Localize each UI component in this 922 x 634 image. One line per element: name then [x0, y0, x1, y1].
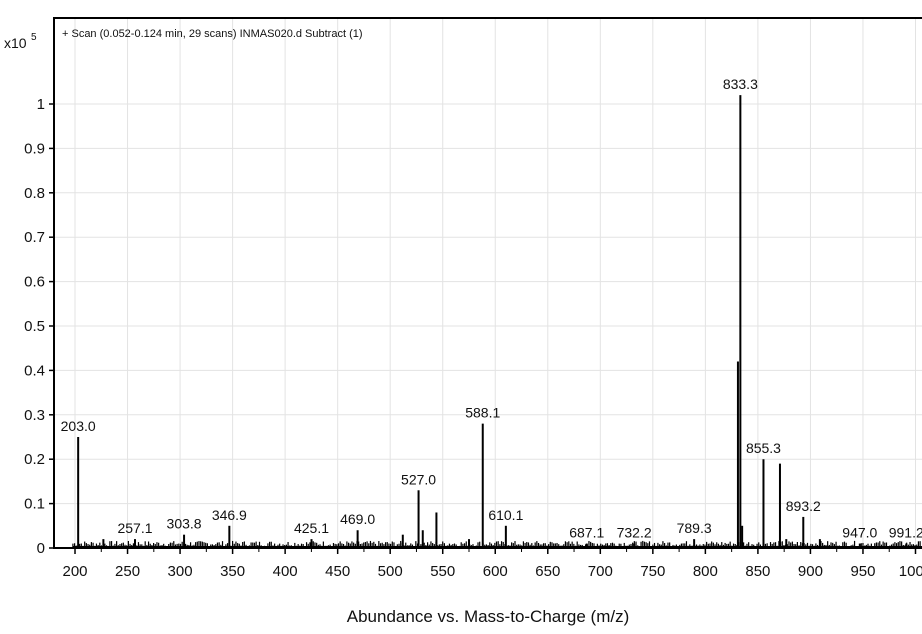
- x-tick-label: 850: [745, 563, 770, 580]
- x-tick-label: 700: [588, 563, 613, 580]
- x-tick-label: 400: [273, 563, 298, 580]
- x-tick-label: 550: [430, 563, 455, 580]
- peak-label: 425.1: [294, 520, 329, 536]
- y-tick-label: 0.1: [24, 496, 45, 513]
- peaks: [77, 95, 908, 548]
- peak-label: 991.2: [889, 525, 922, 541]
- y-tick-label: 1: [37, 96, 45, 113]
- peak-label: 469.0: [340, 511, 375, 527]
- y-tick-label: 0.6: [24, 274, 45, 291]
- scan-header: + Scan (0.052-0.124 min, 29 scans) INMAS…: [62, 28, 363, 40]
- x-tick-label: 350: [220, 563, 245, 580]
- axes: 200 250 300 350 400 450 500 550 600 650 700 750 800 8…: [24, 96, 922, 580]
- peak-label: 855.3: [746, 440, 781, 456]
- y-tick-label: 0.2: [24, 451, 45, 468]
- x-tick-label: 800: [693, 563, 718, 580]
- y-scale-exponent: 5: [31, 32, 37, 43]
- x-axis-title: Abundance vs. Mass-to-Charge (m/z): [347, 607, 630, 626]
- peak-label: 203.0: [61, 418, 96, 434]
- peak-labels: 203.0 257.1 303.8 346.9 425.1 469.0 527.0 588.1…: [61, 76, 922, 540]
- peak-label: 687.1: [569, 525, 604, 541]
- x-tick-label: 600: [483, 563, 508, 580]
- y-tick-label: 0.9: [24, 140, 45, 157]
- peak-label: 346.9: [212, 507, 247, 523]
- peak-label: 527.0: [401, 471, 436, 487]
- baseline-noise: [72, 540, 922, 548]
- y-tick-label: 0.8: [24, 185, 45, 202]
- peak-label: 610.1: [488, 507, 523, 523]
- y-tick-label: 0: [37, 540, 45, 557]
- x-tick-label: 500: [378, 563, 403, 580]
- peak-label: 947.0: [842, 525, 877, 541]
- x-tick-label: 450: [325, 563, 350, 580]
- plot-frame: [53, 17, 922, 549]
- x-tick-label: 650: [535, 563, 560, 580]
- x-tick-label: 950: [850, 563, 875, 580]
- x-tick-label: 300: [168, 563, 193, 580]
- y-tick-label: 0.5: [24, 318, 45, 335]
- y-tick-label: 0.4: [24, 362, 45, 379]
- x-tick-label: 200: [62, 563, 87, 580]
- x-tick-label: 900: [798, 563, 823, 580]
- y-scale-label: x10 5: [4, 32, 37, 52]
- peak-label: 588.1: [465, 405, 500, 421]
- y-scale-base: x10: [4, 35, 27, 51]
- y-tick-label: 0.3: [24, 407, 45, 424]
- peak-label: 303.8: [167, 516, 202, 532]
- peak-label: 789.3: [677, 520, 712, 536]
- peak-label: 257.1: [117, 520, 152, 536]
- x-tick-label: 250: [115, 563, 140, 580]
- peak-label: 893.2: [786, 498, 821, 514]
- peak-label: 833.3: [723, 76, 758, 92]
- y-tick-label: 0.7: [24, 229, 45, 246]
- peak-label: 732.2: [617, 525, 652, 541]
- x-tick-label: 750: [640, 563, 665, 580]
- grid: [54, 18, 922, 548]
